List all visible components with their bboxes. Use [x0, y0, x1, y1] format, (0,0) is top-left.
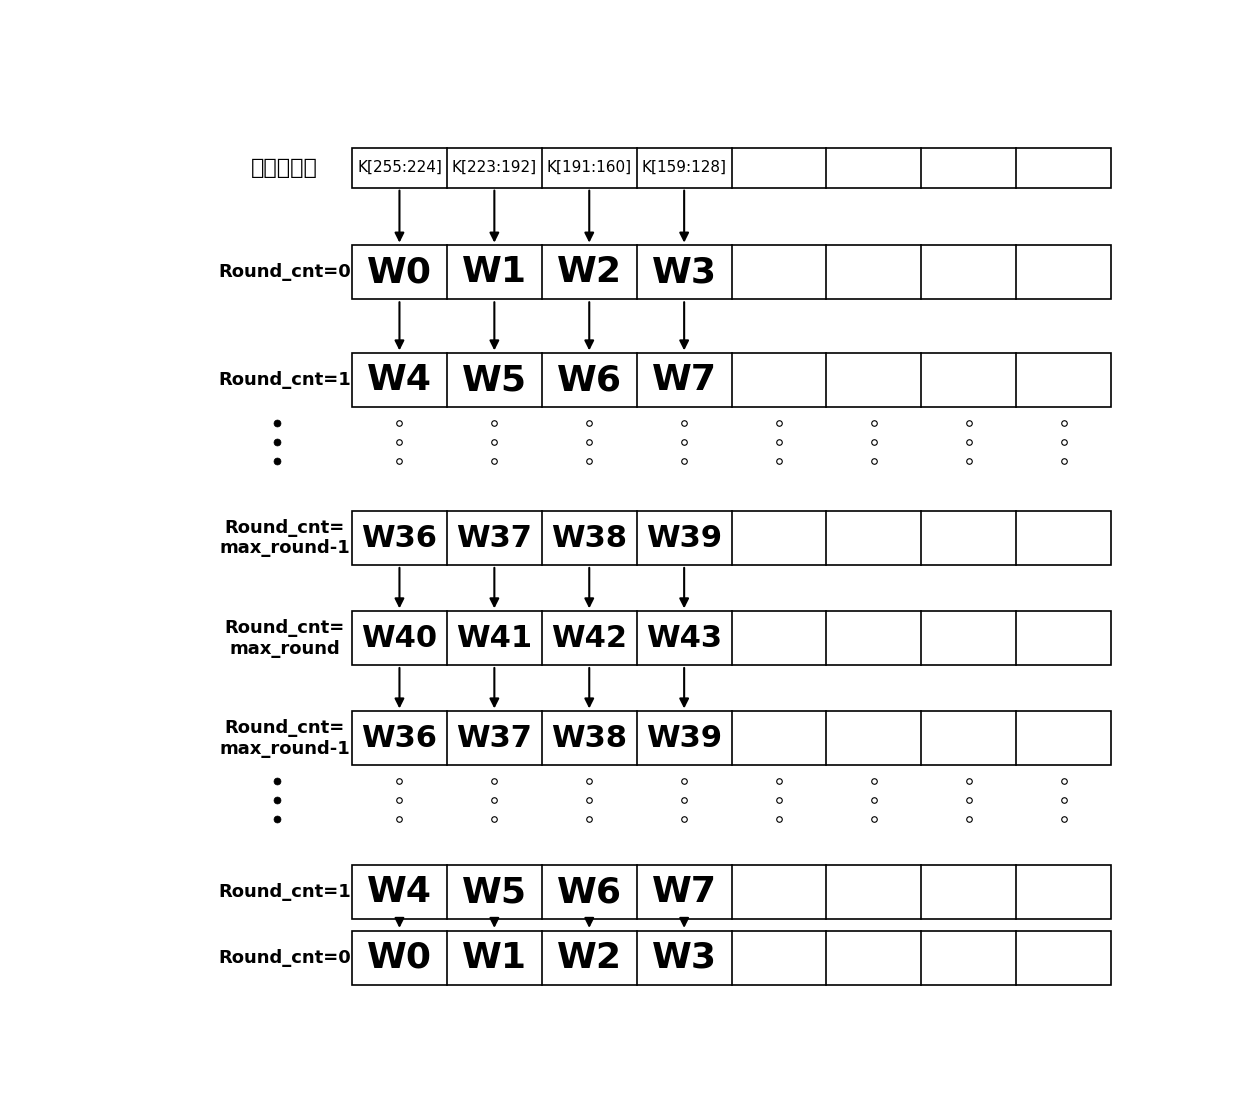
Text: W36: W36 [361, 524, 438, 553]
Text: K[159:128]: K[159:128] [641, 161, 727, 175]
Text: W5: W5 [461, 875, 527, 909]
Text: W2: W2 [557, 255, 621, 290]
Text: W0: W0 [367, 941, 432, 975]
Text: W41: W41 [456, 623, 532, 652]
Text: W36: W36 [361, 724, 438, 753]
Text: W42: W42 [552, 623, 627, 652]
Text: W7: W7 [652, 875, 717, 909]
Text: W1: W1 [461, 941, 527, 975]
Text: W7: W7 [652, 363, 717, 397]
Text: W5: W5 [461, 363, 527, 397]
Bar [352, 611, 1111, 666]
Text: W3: W3 [652, 255, 717, 290]
Bar [352, 147, 1111, 187]
Bar [352, 711, 1111, 765]
Text: K[255:224]: K[255:224] [357, 161, 441, 175]
Bar [352, 511, 1111, 565]
Text: W6: W6 [557, 875, 621, 909]
Bar [352, 931, 1111, 985]
Text: W39: W39 [646, 724, 722, 753]
Text: Round_cnt=0: Round_cnt=0 [218, 949, 351, 967]
Text: Round_cnt=
max_round-1: Round_cnt= max_round-1 [219, 518, 350, 558]
Text: W38: W38 [552, 724, 627, 753]
Text: W38: W38 [552, 524, 627, 553]
Text: W0: W0 [367, 255, 432, 290]
Text: Round_cnt=1: Round_cnt=1 [218, 371, 351, 389]
Text: W39: W39 [646, 524, 722, 553]
Text: W2: W2 [557, 941, 621, 975]
Bar [352, 353, 1111, 407]
Text: W43: W43 [646, 623, 722, 652]
Text: W4: W4 [367, 875, 432, 909]
Text: 密鑰输出化: 密鑰输出化 [252, 157, 319, 177]
Text: W6: W6 [557, 363, 621, 397]
Text: Round_cnt=
max_round-1: Round_cnt= max_round-1 [219, 719, 350, 758]
Text: W37: W37 [456, 524, 532, 553]
Text: W4: W4 [367, 363, 432, 397]
Text: Round_cnt=
max_round: Round_cnt= max_round [224, 619, 345, 658]
Text: W37: W37 [456, 724, 532, 753]
Text: W1: W1 [461, 255, 527, 290]
Text: K[191:160]: K[191:160] [547, 161, 632, 175]
Text: W3: W3 [652, 941, 717, 975]
Text: W40: W40 [361, 623, 438, 652]
Bar [352, 865, 1111, 919]
Text: Round_cnt=1: Round_cnt=1 [218, 883, 351, 901]
Bar [352, 245, 1111, 299]
Text: Round_cnt=0: Round_cnt=0 [218, 263, 351, 281]
Text: K[223:192]: K[223:192] [451, 161, 537, 175]
